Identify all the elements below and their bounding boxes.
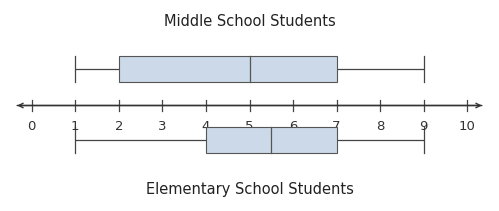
Text: 5: 5: [245, 120, 254, 133]
Text: 10: 10: [459, 120, 476, 133]
Text: 9: 9: [420, 120, 428, 133]
Text: Middle School Students: Middle School Students: [164, 14, 335, 29]
Bar: [206, 127, 337, 153]
Text: 0: 0: [27, 120, 36, 133]
Bar: [119, 56, 337, 82]
Text: 8: 8: [376, 120, 384, 133]
Text: 2: 2: [115, 120, 123, 133]
Text: 3: 3: [158, 120, 167, 133]
Text: 1: 1: [71, 120, 79, 133]
Text: 7: 7: [332, 120, 341, 133]
Text: 4: 4: [202, 120, 210, 133]
Text: Elementary School Students: Elementary School Students: [146, 182, 353, 197]
Text: 6: 6: [289, 120, 297, 133]
